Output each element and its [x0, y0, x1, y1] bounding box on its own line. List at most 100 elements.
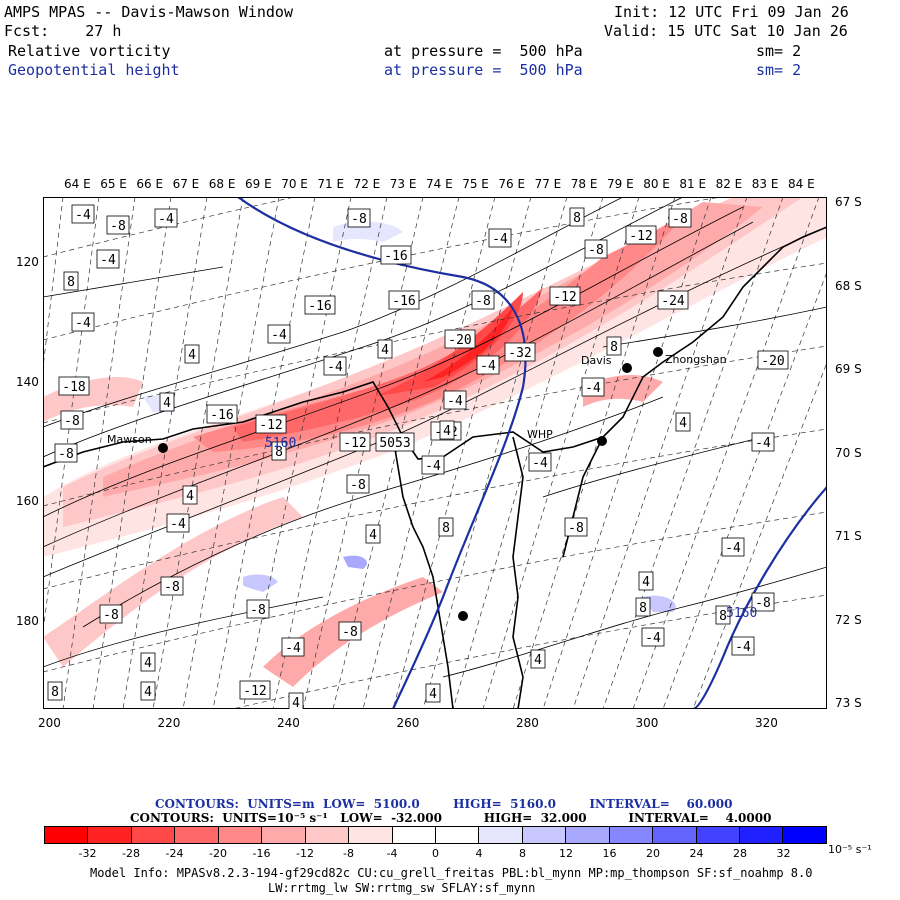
- color-bar-swatch: [479, 827, 523, 843]
- vorticity-label-box: [338, 621, 362, 641]
- color-bar-swatch: [435, 827, 480, 843]
- vorticity-label-box: [581, 377, 605, 397]
- vorticity-label-box: [438, 517, 454, 537]
- vorticity-label-box: [377, 339, 393, 359]
- lon-label: 68 E: [208, 177, 236, 191]
- color-bar-swatch: [783, 827, 826, 843]
- color-bar-swatch: [696, 827, 740, 843]
- color-bar-tick: 28: [733, 847, 747, 860]
- vorticity-label-box: [99, 604, 123, 624]
- forecast-hour: Fcst: 27 h: [4, 22, 122, 40]
- color-bar-tick: -28: [122, 847, 140, 860]
- vorticity-label: -8: [351, 212, 367, 227]
- lon-label: 75 E: [462, 177, 489, 191]
- vorticity-label: -16: [392, 294, 415, 309]
- vorticity-label: -12: [629, 229, 652, 244]
- color-bar-swatch: [566, 827, 610, 843]
- color-bar-tick: -20: [209, 847, 227, 860]
- vorticity-label: 4: [679, 416, 687, 431]
- vorticity-label-box: [439, 420, 455, 440]
- field1-name: Relative vorticity: [8, 42, 171, 60]
- lon-label: 67 E: [172, 177, 200, 191]
- color-bar-unit: 10⁻⁵ s⁻¹: [828, 843, 872, 856]
- vorticity-label: -4: [271, 328, 287, 343]
- vorticity-label-box: [757, 350, 789, 370]
- field2-name: Geopotential height: [8, 61, 180, 79]
- color-bar-swatch: [740, 827, 784, 843]
- vorticity-label-box: [530, 649, 546, 669]
- vorticity-label-box: [323, 356, 347, 376]
- vorticity-label: -4: [75, 316, 91, 331]
- vorticity-label: 8: [610, 340, 618, 355]
- lon-label: 72 E: [353, 177, 381, 191]
- color-bar-tick: -16: [252, 847, 271, 860]
- lat-label: 67 S: [835, 195, 862, 209]
- vorticity-label-box: [281, 637, 305, 657]
- vorticity-label-box: [715, 605, 731, 625]
- color-bar-swatch: [392, 827, 436, 843]
- vorticity-label: 4: [163, 396, 171, 411]
- vorticity-label-box: [339, 432, 371, 452]
- color-bar-tick: -4: [386, 847, 398, 860]
- vorticity-label-box: [47, 681, 63, 701]
- x-tick-label: 320: [755, 716, 778, 730]
- field1-smoothing: sm= 2: [756, 42, 802, 60]
- vorticity-label: 5053: [379, 436, 410, 451]
- vorticity-label: -8: [475, 294, 491, 309]
- lat-label: 68 S: [835, 278, 862, 293]
- vorticity-label-box: [675, 412, 691, 432]
- color-bar-tick: -8: [343, 847, 354, 860]
- vorticity-label-box: [504, 342, 536, 362]
- vorticity-label-box: [60, 410, 84, 430]
- vorticity-label-box: [657, 290, 689, 310]
- color-bar-tick: 16: [602, 847, 617, 860]
- vorticity-label-box: [54, 443, 78, 463]
- vorticity-label-box: [471, 290, 495, 310]
- station-label: Mawson: [107, 433, 152, 446]
- vorticity-label: -12: [243, 684, 266, 699]
- vorticity-label: 8: [442, 521, 450, 536]
- vorticity-label: 4: [369, 528, 377, 543]
- vorticity-label: 8: [51, 685, 59, 700]
- lon-label: 76 E: [498, 177, 526, 191]
- vorticity-label: -24: [661, 294, 685, 309]
- vorticity-label-box: [160, 576, 184, 596]
- x-tick-label: 200: [38, 716, 61, 730]
- vorticity-label-box: [638, 571, 654, 591]
- lon-label: 77 E: [534, 177, 562, 191]
- station-label: Zhongshan: [665, 353, 727, 366]
- vorticity-label-box: [304, 295, 336, 315]
- vorticity-label: -4: [447, 394, 463, 409]
- vorticity-label: -4: [327, 360, 343, 375]
- vorticity-label-box: [288, 692, 304, 709]
- vorticity-label: 4: [642, 575, 650, 590]
- vorticity-label-box: [140, 681, 156, 701]
- vorticity-label: 4: [534, 653, 542, 668]
- vorticity-label-box: [721, 537, 745, 557]
- vorticity-label: -20: [448, 333, 471, 348]
- vorticity-label: -18: [62, 380, 85, 395]
- vorticity-label-box: [239, 680, 271, 700]
- vorticity-label: -4: [532, 456, 548, 471]
- lon-label: 65 E: [100, 177, 127, 191]
- y-tick-label: 180: [16, 613, 39, 628]
- x-tick-label: 240: [277, 716, 300, 730]
- vorticity-label-box: [625, 225, 657, 245]
- vorticity-label-box: [425, 683, 441, 703]
- vorticity-label: -4: [480, 359, 496, 374]
- vorticity-label-box: [421, 455, 445, 475]
- vorticity-label-box: [154, 208, 178, 228]
- vorticity-label: -8: [250, 603, 266, 618]
- vorticity-label-box: [255, 414, 287, 434]
- lon-label: 82 E: [715, 177, 743, 191]
- color-bar-tick: 8: [519, 847, 526, 860]
- vorticity-label: -4: [425, 459, 441, 474]
- vorticity-label: -16: [308, 299, 331, 314]
- station-markers: [158, 347, 663, 621]
- vorticity-label-box: [71, 204, 95, 224]
- vorticity-label: -8: [64, 414, 80, 429]
- color-bar-tick: 32: [776, 847, 791, 860]
- vorticity-label-box: [106, 215, 130, 235]
- vorticity-label-box: [635, 597, 651, 617]
- color-bar-swatch: [45, 827, 89, 843]
